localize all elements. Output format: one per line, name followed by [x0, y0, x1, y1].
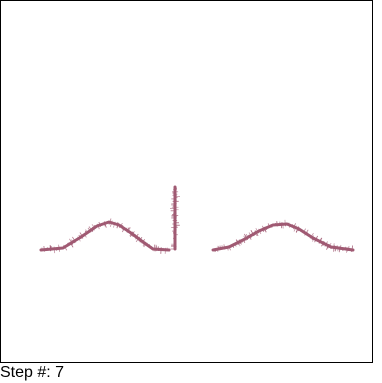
right-wave-stroke	[211, 219, 355, 253]
left-wave-stroke	[39, 218, 171, 254]
vertical-stroke	[170, 185, 180, 251]
step-counter: Step #: 7	[0, 364, 65, 381]
drawing-canvas	[0, 0, 373, 363]
stroke-layer	[39, 185, 355, 254]
